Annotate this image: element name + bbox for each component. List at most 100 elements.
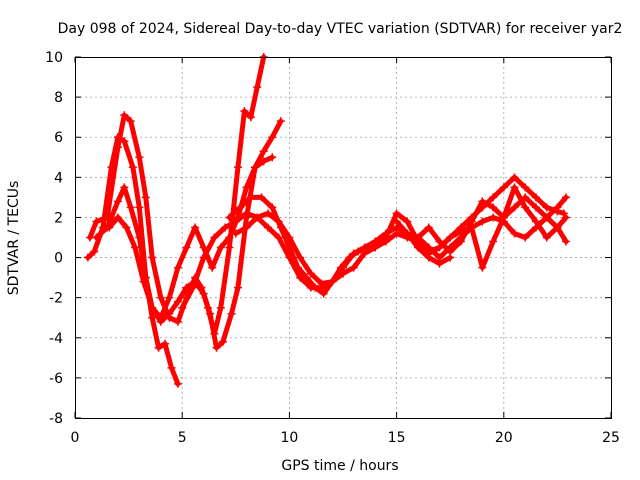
data-point-marker bbox=[542, 233, 551, 242]
data-point-marker bbox=[349, 263, 358, 272]
data-point-marker bbox=[246, 193, 255, 202]
data-point-marker bbox=[148, 313, 157, 322]
data-point-marker bbox=[354, 247, 363, 256]
data-point-marker bbox=[221, 223, 230, 232]
data-point-marker bbox=[122, 223, 131, 232]
data-point-marker bbox=[253, 83, 262, 92]
data-point-marker bbox=[456, 223, 465, 232]
series-track-4 bbox=[105, 153, 277, 322]
x-tick-label: 25 bbox=[602, 430, 620, 446]
series-trace bbox=[469, 214, 569, 244]
data-point-marker bbox=[257, 193, 266, 202]
data-point-marker bbox=[403, 217, 412, 226]
plot-frame bbox=[75, 57, 612, 419]
data-point-marker bbox=[128, 163, 137, 172]
data-point-marker bbox=[268, 153, 277, 162]
data-point-marker bbox=[92, 217, 101, 226]
data-point-marker bbox=[424, 223, 433, 232]
data-point-marker bbox=[156, 293, 165, 302]
series-track-3 bbox=[92, 117, 285, 352]
series-trace bbox=[106, 154, 275, 321]
data-point-marker bbox=[113, 213, 122, 222]
data-point-marker bbox=[381, 233, 390, 242]
data-point-marker bbox=[371, 243, 380, 252]
data-point-marker bbox=[510, 203, 519, 212]
data-point-marker bbox=[242, 183, 251, 192]
data-point-marker bbox=[225, 213, 234, 222]
data-point-marker bbox=[216, 303, 225, 312]
y-tick-label: -4 bbox=[49, 331, 63, 347]
data-point-marker bbox=[173, 317, 182, 326]
data-point-marker bbox=[259, 157, 268, 166]
series-trace bbox=[93, 118, 284, 351]
data-point-marker bbox=[173, 297, 182, 306]
data-point-marker bbox=[233, 283, 242, 292]
data-point-marker bbox=[319, 289, 328, 298]
data-point-marker bbox=[206, 309, 215, 318]
data-point-marker bbox=[561, 237, 570, 246]
data-point-marker bbox=[276, 117, 285, 126]
series-layer bbox=[83, 53, 570, 388]
data-point-marker bbox=[141, 193, 150, 202]
data-point-marker bbox=[212, 343, 221, 352]
data-point-marker bbox=[126, 203, 135, 212]
data-point-marker bbox=[456, 233, 465, 242]
data-point-marker bbox=[499, 183, 508, 192]
data-point-marker bbox=[521, 233, 530, 242]
data-point-marker bbox=[531, 203, 540, 212]
data-point-marker bbox=[154, 343, 163, 352]
data-point-marker bbox=[561, 213, 570, 222]
axis-ticks: 0 5 10 15 20 25 -8 -6 -4 -2 0 2 4 6 8 10 bbox=[45, 50, 620, 446]
series-track-1 bbox=[83, 133, 182, 388]
data-point-marker bbox=[242, 209, 251, 218]
x-axis-title: GPS time / hours bbox=[281, 458, 398, 474]
data-point-marker bbox=[218, 337, 227, 346]
data-point-marker bbox=[360, 249, 369, 258]
x-tick-label: 0 bbox=[71, 430, 80, 446]
data-point-marker bbox=[178, 303, 187, 312]
data-point-marker bbox=[161, 339, 170, 348]
data-point-marker bbox=[231, 229, 240, 238]
data-point-marker bbox=[263, 223, 272, 232]
data-point-marker bbox=[274, 233, 283, 242]
data-point-marker bbox=[148, 303, 157, 312]
data-point-marker bbox=[216, 243, 225, 252]
data-point-marker bbox=[135, 203, 144, 212]
series-track-8 bbox=[371, 173, 568, 256]
data-point-marker bbox=[403, 229, 412, 238]
data-point-marker bbox=[553, 223, 562, 232]
data-point-marker bbox=[135, 233, 144, 242]
data-point-marker bbox=[336, 263, 345, 272]
data-point-marker bbox=[240, 107, 249, 116]
data-point-marker bbox=[139, 277, 148, 286]
data-point-marker bbox=[173, 379, 182, 388]
data-point-marker bbox=[446, 233, 455, 242]
x-tick-label: 15 bbox=[388, 430, 406, 446]
data-point-marker bbox=[467, 223, 476, 232]
data-point-marker bbox=[293, 263, 302, 272]
data-point-marker bbox=[236, 203, 245, 212]
series-track-2 bbox=[86, 53, 268, 338]
data-point-marker bbox=[317, 279, 326, 288]
data-point-marker bbox=[225, 243, 234, 252]
data-point-marker bbox=[489, 203, 498, 212]
data-point-marker bbox=[208, 263, 217, 272]
series-trace bbox=[226, 194, 453, 297]
data-point-marker bbox=[424, 243, 433, 252]
data-point-marker bbox=[246, 113, 255, 122]
y-tick-label: -8 bbox=[49, 411, 63, 427]
data-point-marker bbox=[478, 217, 487, 226]
data-point-marker bbox=[499, 217, 508, 226]
data-point-marker bbox=[446, 243, 455, 252]
data-point-marker bbox=[268, 133, 277, 142]
data-point-marker bbox=[173, 263, 182, 272]
data-point-marker bbox=[489, 213, 498, 222]
data-point-marker bbox=[296, 253, 305, 262]
data-point-marker bbox=[306, 269, 315, 278]
data-point-marker bbox=[392, 229, 401, 238]
y-axis-title: SDTVAR / TECUs bbox=[6, 181, 22, 296]
data-point-marker bbox=[489, 193, 498, 202]
data-point-marker bbox=[253, 213, 262, 222]
data-point-marker bbox=[435, 237, 444, 246]
